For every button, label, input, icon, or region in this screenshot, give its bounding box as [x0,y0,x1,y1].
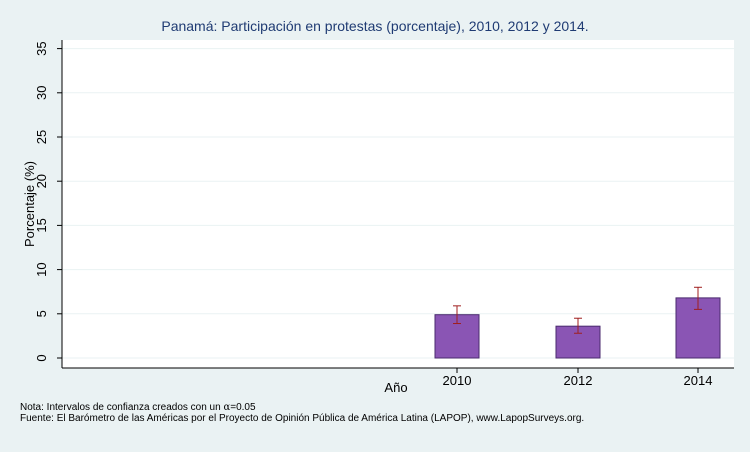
grid-lines [62,48,734,359]
x-axis-ticks: 2010 2012 2014 [443,368,713,388]
confidence-intervals [453,286,702,334]
confidence-note-suffix: =0.05 [230,402,256,413]
y-tick-label: 30 [34,86,49,100]
y-axis-ticks: 0 5 10 15 20 25 30 35 [34,41,62,362]
y-tick-label: 15 [34,218,49,232]
y-tick-label: 5 [34,310,49,317]
y-axis-label: Porcentaje (%) [22,161,37,247]
alpha-symbol: α [223,402,231,413]
y-tick-label: 0 [34,354,49,361]
x-tick-label: 2012 [564,373,593,388]
y-tick-label: 35 [34,41,49,55]
confidence-note: Nota: Intervalos de confianza creados co… [20,402,256,413]
bars [434,297,721,359]
x-tick-label: 2014 [684,373,713,388]
chart-title: Panamá: Participación en protestas (porc… [161,18,588,34]
plot-area [62,40,734,368]
y-tick-label: 10 [34,262,49,276]
source-note: Fuente: El Barómetro de las Américas por… [20,413,585,424]
y-tick-label: 25 [34,130,49,144]
x-axis-label: Año [384,380,407,395]
confidence-note-prefix: Nota: Intervalos de confianza creados co… [20,402,224,413]
y-tick-label: 20 [34,174,49,188]
x-tick-label: 2010 [443,373,472,388]
